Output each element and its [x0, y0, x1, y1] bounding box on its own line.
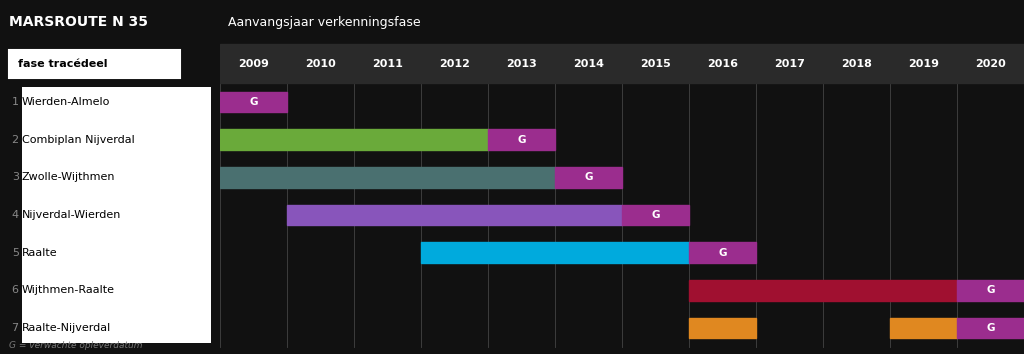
Text: Nijverdal-Wierden: Nijverdal-Wierden	[22, 210, 122, 220]
Bar	[890, 318, 957, 338]
Bar	[555, 167, 622, 188]
Bar	[287, 205, 622, 225]
Text: G: G	[986, 285, 994, 295]
Text: 2011: 2011	[372, 59, 402, 69]
Text: Raalte-Nijverdal: Raalte-Nijverdal	[22, 323, 112, 333]
Text: 2017: 2017	[774, 59, 805, 69]
Bar	[220, 167, 555, 188]
Bar	[421, 242, 689, 263]
Text: Zwolle-Wijthmen: Zwolle-Wijthmen	[22, 172, 116, 182]
Text: 7: 7	[11, 323, 18, 333]
Bar	[957, 280, 1024, 301]
Text: Raalte: Raalte	[22, 248, 57, 258]
Text: 2012: 2012	[439, 59, 470, 69]
Text: 2016: 2016	[707, 59, 738, 69]
Text: 2014: 2014	[573, 59, 604, 69]
Text: 2020: 2020	[975, 59, 1006, 69]
Text: G: G	[986, 323, 994, 333]
Bar	[220, 129, 488, 150]
FancyBboxPatch shape	[9, 50, 180, 78]
Text: Wijthmen-Raalte: Wijthmen-Raalte	[22, 285, 115, 295]
Text: 4: 4	[11, 210, 18, 220]
Text: Combiplan Nijverdal: Combiplan Nijverdal	[22, 135, 135, 145]
Text: 6: 6	[11, 285, 18, 295]
Text: G: G	[249, 97, 258, 107]
Text: G: G	[718, 248, 727, 258]
Text: fase tracédeel: fase tracédeel	[17, 59, 108, 69]
Bar	[488, 129, 555, 150]
Text: G = verwachte opleverdatum: G = verwachte opleverdatum	[9, 342, 142, 350]
Text: 2018: 2018	[841, 59, 871, 69]
Text: 2019: 2019	[908, 59, 939, 69]
Text: 3: 3	[11, 172, 18, 182]
Text: 5: 5	[11, 248, 18, 258]
Text: Wierden-Almelo: Wierden-Almelo	[22, 97, 111, 107]
Bar	[689, 280, 957, 301]
Text: 1: 1	[11, 97, 18, 107]
Text: 2013: 2013	[506, 59, 537, 69]
Text: MARSROUTE N 35: MARSROUTE N 35	[9, 15, 147, 29]
Text: G: G	[585, 172, 593, 182]
Text: 2010: 2010	[305, 59, 336, 69]
FancyBboxPatch shape	[22, 87, 211, 343]
Bar	[622, 205, 689, 225]
Bar	[689, 318, 756, 338]
Text: 2009: 2009	[238, 59, 269, 69]
Bar	[689, 242, 756, 263]
Bar	[957, 318, 1024, 338]
Text: Aanvangsjaar verkenningsfase: Aanvangsjaar verkenningsfase	[228, 16, 421, 29]
Bar	[220, 44, 1024, 83]
Text: G: G	[651, 210, 659, 220]
Text: 2: 2	[11, 135, 18, 145]
Text: 2015: 2015	[640, 59, 671, 69]
Text: G: G	[517, 135, 525, 145]
Bar	[220, 92, 287, 112]
